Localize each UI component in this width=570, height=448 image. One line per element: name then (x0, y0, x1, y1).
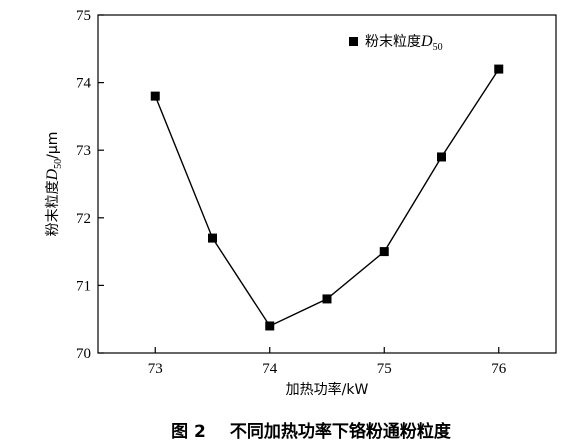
figure-caption-label: 图 2 (171, 422, 206, 442)
y-tick-label: 71 (76, 278, 91, 294)
y-tick-label: 74 (76, 76, 92, 92)
legend-label-d: D (420, 33, 433, 50)
series-markers-layer (150, 64, 504, 331)
y-tick-label: 75 (76, 8, 91, 24)
data-point-marker (322, 294, 332, 304)
legend-label-subscript: 50 (433, 42, 443, 53)
y-tick-label: 73 (76, 143, 91, 159)
data-point-marker (437, 152, 446, 162)
x-tick-label: 74 (262, 361, 278, 377)
y-axis-title-subscript: 50 (53, 159, 64, 169)
data-point-marker (494, 64, 504, 74)
data-point-marker (265, 321, 275, 331)
y-axis-title-unit: /μm (45, 132, 61, 159)
data-point-marker (150, 91, 160, 101)
y-tick-label: 72 (76, 211, 91, 227)
x-tick-label: 75 (377, 361, 392, 377)
legend-label: 粉末粒度D50 (365, 33, 443, 53)
legend: 粉末粒度D50 (349, 33, 443, 53)
y-axis-title-text: 粉末粒度 (45, 180, 61, 236)
legend-marker-square (349, 37, 358, 46)
y-axis-title-d: D (44, 168, 61, 181)
x-axis-title: 加热功率/kW (286, 381, 369, 398)
x-tick-label: 76 (491, 361, 507, 377)
series-line (154, 68, 500, 327)
data-point-marker (379, 247, 389, 257)
axis-ticks: 70 71 72 73 74 75 73 74 75 76 (76, 8, 507, 377)
data-point-marker (208, 233, 217, 243)
plot-frame (97, 14, 557, 354)
x-tick-label: 73 (148, 361, 163, 377)
y-tick-label: 70 (76, 346, 91, 362)
series-line-layer (154, 68, 500, 327)
figure-caption: 图 2 不同加热功率下铬粉通粉粒度 (171, 421, 452, 442)
legend-label-text: 粉末粒度 (365, 34, 421, 50)
figure-caption-text: 不同加热功率下铬粉通粉粒度 (230, 421, 452, 442)
y-axis-title: 粉末粒度D50/μm (44, 132, 64, 237)
